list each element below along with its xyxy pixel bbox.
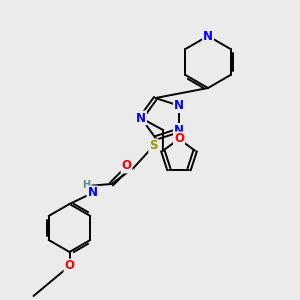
Text: N: N — [136, 112, 146, 124]
Text: N: N — [174, 99, 184, 112]
Text: O: O — [64, 260, 74, 272]
Text: N: N — [88, 187, 98, 200]
Text: H: H — [82, 180, 91, 190]
Text: O: O — [174, 133, 184, 146]
Text: N: N — [174, 124, 184, 137]
Text: N: N — [203, 29, 213, 43]
Text: O: O — [122, 160, 131, 172]
Text: S: S — [149, 140, 158, 152]
